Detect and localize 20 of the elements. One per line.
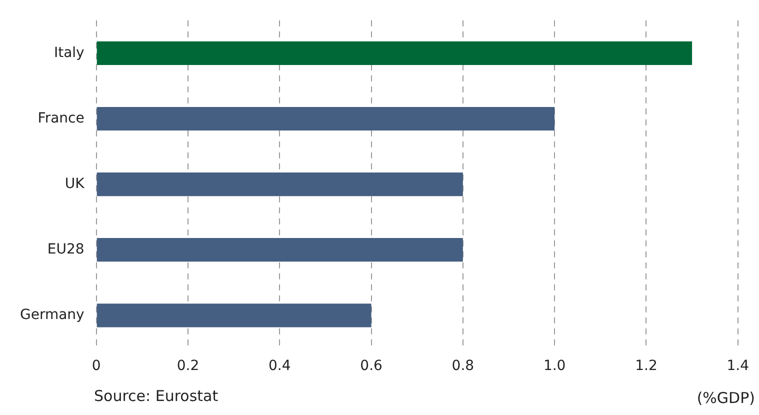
y-tick-label: Italy (54, 44, 84, 61)
y-tick-label: Germany (20, 307, 84, 324)
bar (96, 106, 555, 131)
x-tick-label: 1.4 (726, 358, 750, 374)
y-tick-label: UK (64, 176, 86, 192)
bar (96, 304, 372, 328)
bar (96, 238, 463, 262)
bar (96, 41, 692, 65)
x-axis-title: (%GDP) (696, 389, 755, 407)
y-tick-label: EU28 (47, 242, 84, 258)
x-tick-label: 1.2 (635, 358, 658, 374)
x-tick-label: 0.4 (268, 358, 291, 374)
bar (96, 172, 463, 196)
source-note: Source: Eurostat (94, 387, 218, 405)
x-tick-label: 1.0 (543, 358, 566, 374)
x-tick-label: 0.2 (176, 358, 200, 374)
x-tick-label: 0.8 (452, 358, 474, 374)
x-tick-label: 0.6 (360, 358, 383, 374)
y-tick-label: France (38, 110, 84, 126)
x-tick-label: 0 (92, 358, 101, 374)
